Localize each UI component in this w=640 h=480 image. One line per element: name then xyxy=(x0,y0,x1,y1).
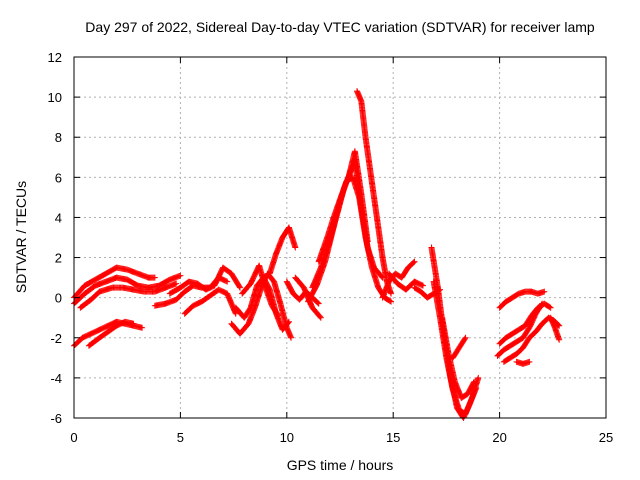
data-point xyxy=(285,318,292,325)
y-tick-label: 0 xyxy=(55,291,62,306)
data-point xyxy=(410,259,417,266)
series-track-5 xyxy=(85,318,137,349)
data-point xyxy=(139,324,146,331)
data-point xyxy=(388,298,395,305)
x-tick-label: 5 xyxy=(177,430,184,445)
series-track-11 xyxy=(239,262,282,319)
series-track-3 xyxy=(77,280,180,311)
data-point xyxy=(317,313,324,320)
data-point xyxy=(470,379,477,386)
series-track-24 xyxy=(439,314,478,401)
data-point xyxy=(285,319,292,326)
x-tick-label: 20 xyxy=(492,430,506,445)
series-track-29 xyxy=(496,288,548,311)
series-track-27 xyxy=(496,300,554,347)
series-track-25 xyxy=(449,334,469,361)
series-track-32 xyxy=(549,316,563,329)
series-track-20 xyxy=(385,270,426,293)
data-point xyxy=(547,304,554,311)
y-tick-label: 2 xyxy=(55,251,62,266)
data-point xyxy=(418,282,425,289)
data-point xyxy=(315,300,322,307)
data-point xyxy=(288,334,295,341)
axis-ticks: 0 5 10 15 20 25 -6 -4 -2 0 2 4 6 8 10 12 xyxy=(48,50,614,445)
data-point xyxy=(475,374,482,381)
data-point xyxy=(173,280,180,287)
data-point xyxy=(526,358,533,365)
data-point xyxy=(151,274,158,281)
data-point xyxy=(275,312,282,319)
x-axis-label: GPS time / hours xyxy=(286,457,394,473)
data-point xyxy=(419,282,426,289)
data-point xyxy=(236,284,243,291)
y-tick-label: -4 xyxy=(50,371,62,386)
data-point xyxy=(556,336,563,343)
data-point xyxy=(556,322,563,329)
data-point xyxy=(411,258,418,265)
data-point xyxy=(292,244,299,251)
data-point xyxy=(274,311,281,318)
y-tick-label: 4 xyxy=(55,210,62,225)
data-point xyxy=(177,272,184,279)
data-point xyxy=(387,298,394,305)
data-point xyxy=(317,314,324,321)
data-point xyxy=(388,290,395,297)
data-point xyxy=(364,238,371,245)
data-point xyxy=(236,283,243,290)
data-point xyxy=(554,321,561,328)
data-point xyxy=(462,334,469,341)
series-track-7 xyxy=(166,264,243,297)
series-track-17 xyxy=(315,148,371,265)
x-tick-label: 25 xyxy=(599,430,613,445)
y-tick-label: -2 xyxy=(50,331,62,346)
data-point xyxy=(314,299,321,306)
x-tick-label: 10 xyxy=(280,430,294,445)
data-point xyxy=(541,288,548,295)
y-tick-label: 10 xyxy=(48,90,62,105)
series-track-18 xyxy=(354,88,395,297)
data-point xyxy=(223,278,230,285)
series-track-23 xyxy=(430,278,482,417)
data-point xyxy=(471,378,478,385)
data-point xyxy=(130,320,137,327)
data-point xyxy=(232,310,239,317)
y-tick-label: 6 xyxy=(55,170,62,185)
y-tick-label: 12 xyxy=(48,50,62,65)
data-points xyxy=(71,88,563,421)
x-tick-label: 0 xyxy=(70,430,77,445)
series-track-8 xyxy=(181,286,239,317)
x-tick-label: 15 xyxy=(386,430,400,445)
grid xyxy=(74,57,606,418)
data-point xyxy=(546,304,553,311)
series-track-12 xyxy=(266,224,299,277)
plot-frame xyxy=(73,56,607,419)
data-point xyxy=(224,278,231,285)
chart-title: Day 297 of 2022, Sidereal Day-to-day VTE… xyxy=(85,19,595,35)
data-point xyxy=(555,322,562,329)
data-point xyxy=(461,335,468,342)
series-track-30 xyxy=(513,358,533,367)
y-tick-label: 8 xyxy=(55,130,62,145)
y-tick-label: -6 xyxy=(50,411,62,426)
y-axis-label: SDTVAR / TECUs xyxy=(13,180,29,294)
data-point xyxy=(379,274,386,281)
